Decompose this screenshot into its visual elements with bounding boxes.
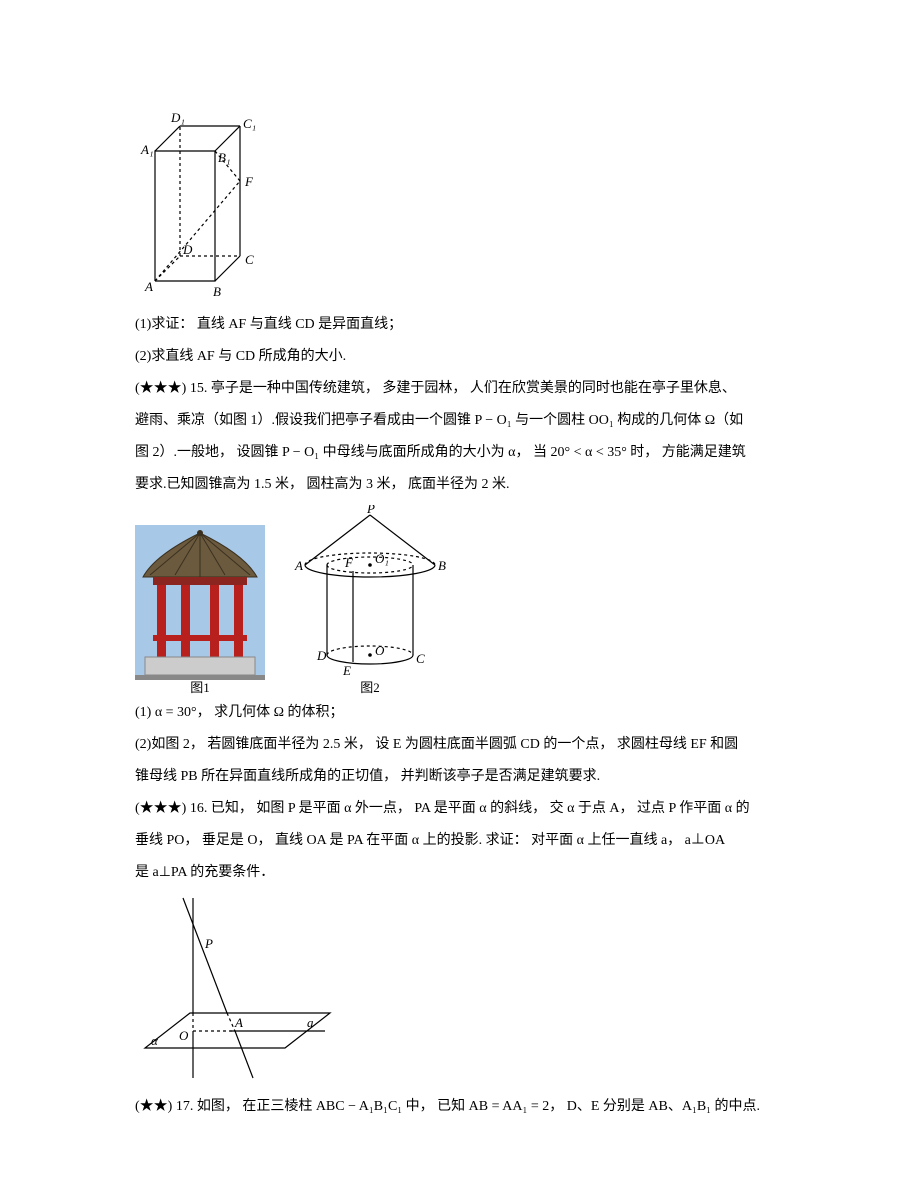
q15-line2: 避雨、乘凉（如图 1）.假设我们把亭子看成由一个圆锥 P − O₁ 与一个圆柱 … xyxy=(135,407,785,435)
q17-line1: (★★) 17. 如图， 在正三棱柱 ABC − A₁B₁C₁ 中， 已知 AB… xyxy=(135,1093,785,1121)
caption-fig1: 图1 xyxy=(135,680,265,697)
lbl16-O: O xyxy=(179,1028,189,1043)
lbl-P: P xyxy=(366,505,375,516)
lbl16-a: a xyxy=(307,1015,314,1030)
figure-q16: P O A a α xyxy=(135,893,785,1083)
lbl16-alpha: α xyxy=(151,1033,159,1048)
label-C: C xyxy=(245,252,254,267)
label-B1: B₁ xyxy=(218,150,230,165)
label-D: D xyxy=(182,242,193,257)
q15-part2b: 锥母线 PB 所在异面直线所成角的正切值， 并判断该亭子是否满足建筑要求. xyxy=(135,763,785,791)
label-C1: C₁ xyxy=(243,116,256,131)
label-B: B xyxy=(213,284,221,299)
q16-svg: P O A a α xyxy=(135,893,345,1083)
figure-row-q15: 图1 xyxy=(135,505,785,697)
cone-cylinder-diagram: P A B F O₁ D C E O 图2 xyxy=(285,505,455,697)
label-D1: D₁ xyxy=(170,110,185,125)
q16-line2: 垂线 PO， 垂足是 O， 直线 OA 是 PA 在平面 α 上的投影. 求证：… xyxy=(135,827,785,855)
q16-line3: 是 a⊥PA 的充要条件． xyxy=(135,859,785,887)
figure-cuboid: A B C D A₁ B₁ C₁ D₁ F xyxy=(135,106,785,301)
label-A1: A₁ xyxy=(140,142,153,157)
lbl16-P: P xyxy=(204,936,213,951)
q14-part2: (2)求直线 AF 与 CD 所成角的大小. xyxy=(135,343,785,371)
q15-line1: (★★★) 15. 亭子是一种中国传统建筑， 多建于园林， 人们在欣赏美景的同时… xyxy=(135,375,785,403)
label-F: F xyxy=(244,174,254,189)
lbl-E: E xyxy=(342,663,351,678)
lbl-B: B xyxy=(438,558,446,573)
q15-part2a: (2)如图 2， 若圆锥底面半径为 2.5 米， 设 E 为圆柱底面半圆弧 CD… xyxy=(135,731,785,759)
label-A: A xyxy=(144,279,153,294)
lbl-A: A xyxy=(294,558,303,573)
lbl-D: D xyxy=(316,648,327,663)
q14-part1: (1)求证： 直线 AF 与直线 CD 是异面直线； xyxy=(135,311,785,339)
lbl-O: O xyxy=(375,643,385,658)
lbl-O1: O₁ xyxy=(375,551,389,566)
q15-line4: 要求.已知圆锥高为 1.5 米， 圆柱高为 3 米， 底面半径为 2 米. xyxy=(135,471,785,499)
q15-line3: 图 2）.一般地， 设圆锥 P − O₁ 中母线与底面所成角的大小为 α， 当 … xyxy=(135,439,785,467)
cone-cylinder-svg: P A B F O₁ D C E O xyxy=(285,505,455,680)
lbl-C: C xyxy=(416,651,425,666)
lbl16-A: A xyxy=(234,1015,243,1030)
pavilion-photo: 图1 xyxy=(135,525,265,697)
page-container: { "fig_cuboid": { "labels": { "A": "A", … xyxy=(0,0,920,1191)
pavilion-svg xyxy=(135,525,265,680)
cuboid-svg: A B C D A₁ B₁ C₁ D₁ F xyxy=(135,106,285,301)
q15-part1: (1) α = 30°， 求几何体 Ω 的体积； xyxy=(135,699,785,727)
q16-line1: (★★★) 16. 已知， 如图 P 是平面 α 外一点， PA 是平面 α 的… xyxy=(135,795,785,823)
caption-fig2: 图2 xyxy=(285,680,455,697)
lbl-F: F xyxy=(344,555,354,570)
